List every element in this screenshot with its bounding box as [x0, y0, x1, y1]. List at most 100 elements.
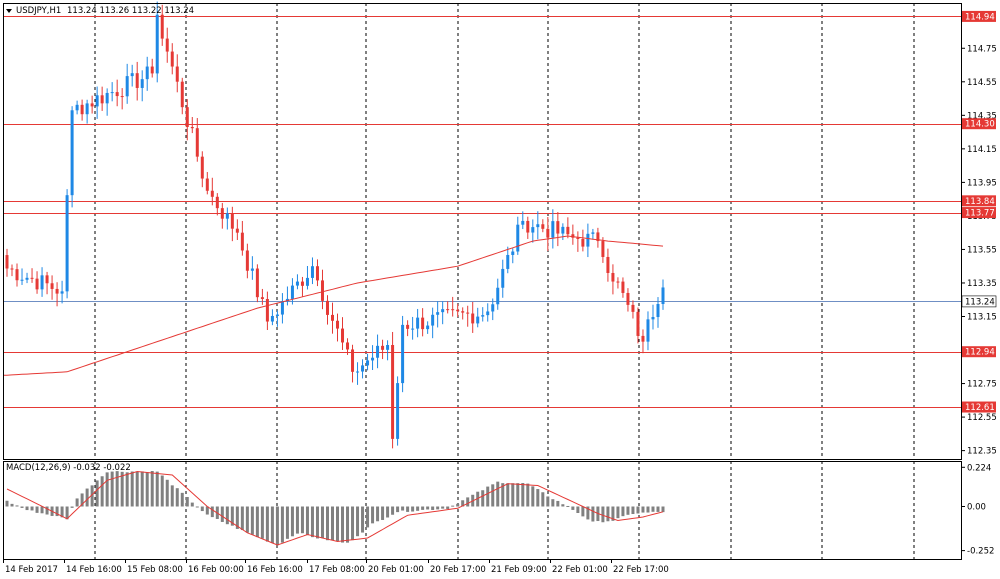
macd-bar [145, 472, 149, 507]
macd-bar [651, 506, 655, 512]
candle-bear [566, 226, 570, 235]
macd-bar [401, 506, 405, 511]
candle-bear [255, 268, 259, 298]
macd-bar [185, 496, 189, 507]
level-price-tag [962, 207, 996, 219]
time-tick-label: 16 Feb 00:00 [188, 565, 244, 575]
candle-bull [25, 277, 29, 280]
macd-label: MACD(12,26,9) -0.032 -0.022 [6, 463, 131, 473]
candle-bull [426, 325, 430, 330]
candle-bull [516, 224, 520, 252]
macd-bar [576, 506, 580, 513]
price-tick-label: 112.55 [967, 413, 997, 423]
time-axis: 14 Feb 2017 14 Feb 16:00 15 Feb 08:00 16 Fe… [3, 559, 669, 575]
macd-bar [165, 479, 169, 507]
price-axis: 114.75114.55114.35114.15113.95113.75113.… [961, 10, 997, 457]
macd-bar [210, 506, 214, 518]
macd-bar [65, 506, 69, 520]
macd-bar [386, 506, 390, 518]
candle-bear [346, 342, 350, 350]
candle-bull [536, 224, 540, 228]
candle-bull [646, 319, 650, 342]
macd-bar [260, 506, 264, 539]
vertical-grid [94, 3, 915, 559]
macd-bar [511, 483, 515, 507]
candle-bull [250, 268, 254, 271]
macd-bar [120, 471, 124, 507]
candle-bear [195, 128, 199, 157]
triangle-down-icon[interactable] [6, 9, 12, 13]
macd-bar [320, 506, 324, 539]
chart-frames [3, 3, 962, 560]
candle-bull [476, 316, 480, 324]
macd-bar [255, 506, 259, 538]
macd-bar [571, 506, 575, 510]
macd-bar [285, 506, 289, 539]
candle-bull [651, 317, 655, 320]
macd-bar [361, 506, 365, 533]
macd-bar [235, 506, 239, 529]
price-tick-label: 113.35 [967, 279, 997, 289]
macd-bar [406, 506, 410, 512]
level-price-tag [962, 195, 996, 207]
main-frame [3, 3, 962, 460]
macd-bar [130, 471, 134, 507]
level-price-label: 113.84 [965, 197, 995, 207]
macd-bar [411, 506, 415, 512]
macd-bar [325, 506, 329, 541]
time-tick-label: 20 Feb 17:00 [430, 565, 486, 575]
candle-bull [366, 360, 370, 366]
macd-bar [586, 506, 590, 520]
macd-bar [581, 506, 585, 517]
candle-bear [165, 38, 169, 52]
macd-frame [3, 461, 962, 560]
candle-bull [511, 251, 515, 255]
price-tick-label: 114.75 [967, 44, 997, 54]
macd-bar [366, 506, 370, 528]
macd-bar [561, 504, 565, 507]
candle-bear [210, 190, 214, 197]
time-tick-label: 21 Feb 09:00 [491, 565, 547, 575]
candle-bull [506, 254, 510, 269]
candle-bull [280, 301, 284, 315]
macd-bar [536, 489, 540, 507]
macd-bar [195, 506, 199, 508]
candle-bear [351, 349, 355, 372]
macd-bar [20, 506, 24, 508]
candle-bull [95, 95, 99, 107]
candle-bear [50, 283, 54, 289]
time-tick-label: 20 Feb 01:00 [368, 565, 424, 575]
candle-bear [100, 95, 104, 104]
time-tick-label: 16 Feb 16:00 [247, 565, 303, 575]
candle-bear [330, 314, 334, 321]
macd-bar [636, 506, 640, 514]
candle-bull [70, 110, 74, 196]
macd-bar [225, 506, 229, 525]
candle-bear [170, 51, 174, 67]
macd-bar [496, 481, 500, 507]
candle-bull [491, 304, 495, 312]
symbol-label: USDJPY,H1 [16, 6, 61, 16]
candle-bull [486, 311, 490, 316]
candle-bear [471, 313, 475, 324]
candle-bull [481, 315, 485, 317]
macd-bar [25, 506, 29, 511]
candle-bear [601, 241, 605, 257]
candle-bull [270, 315, 274, 322]
macd-bar [426, 506, 430, 510]
time-tick-label: 15 Feb 08:00 [127, 565, 183, 575]
price-tick-label: 113.15 [967, 313, 997, 323]
macd-bar [175, 488, 179, 507]
candle-bull [125, 76, 129, 97]
macd-bar [626, 506, 630, 515]
candle-bear [30, 277, 34, 279]
candle-bull [85, 103, 89, 115]
candle-bull [310, 266, 314, 278]
candle-bull [356, 371, 360, 373]
candle-bear [336, 320, 340, 329]
price-tick-label: 114.15 [967, 145, 997, 155]
macd-bar [275, 506, 279, 546]
candle-bear [120, 96, 124, 98]
price-tick-label: 113.55 [967, 245, 997, 255]
